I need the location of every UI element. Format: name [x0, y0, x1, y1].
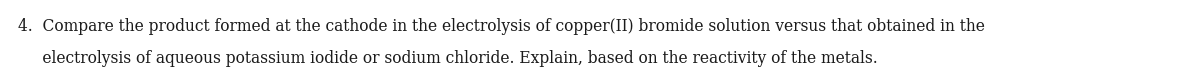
Text: electrolysis of aqueous potassium iodide or sodium chloride. Explain, based on t: electrolysis of aqueous potassium iodide… [18, 50, 877, 67]
Text: 4.  Compare the product formed at the cathode in the electrolysis of copper(II) : 4. Compare the product formed at the cat… [18, 18, 985, 35]
